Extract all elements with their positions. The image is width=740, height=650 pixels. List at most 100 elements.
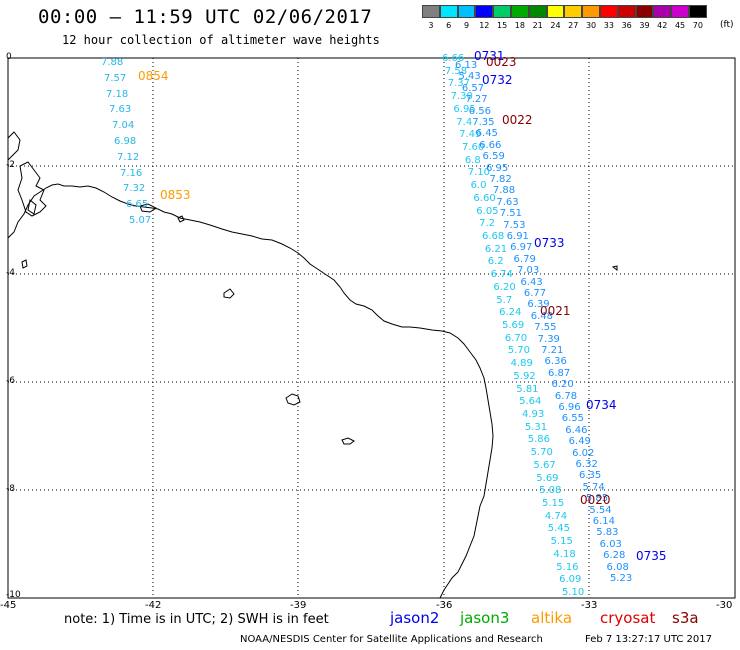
color-swatch (617, 5, 636, 18)
wave-height-value: 5.08 (539, 485, 562, 497)
map-title: 00:00 – 11:59 UTC 02/06/2017 (38, 6, 373, 28)
wave-height-value: 5.64 (519, 396, 542, 408)
island-small (27, 199, 37, 215)
wave-height-value: 6.96 (558, 402, 581, 413)
color-swatch (422, 5, 440, 18)
color-swatch (439, 5, 458, 18)
wave-height-value: 7.27 (465, 94, 488, 106)
legend-jason2: jason2 (390, 609, 440, 627)
color-scale-label: 21 (532, 21, 543, 30)
wave-height-value: 7.21 (541, 345, 564, 356)
wave-height-value: 5.85 (585, 493, 609, 505)
wave-height-value: 7.53 (503, 219, 526, 231)
wave-height-value: 6.08 (606, 561, 629, 573)
wave-height-value: 5.83 (596, 527, 619, 539)
color-scale-cell: 33 (599, 5, 618, 30)
wave-height-value: 6.13 (455, 60, 478, 71)
color-scale-legend: 3 6 9 12 15 18 21 24 27 30 33 36 39 42 45 70 (422, 5, 707, 30)
color-scale-cell: 9 (457, 5, 476, 30)
wave-height-value: 6.49 (568, 436, 591, 448)
color-scale-label: 27 (568, 21, 579, 30)
wave-height-value: 7.58 (444, 65, 468, 77)
wave-height-value: 4.18 (553, 548, 576, 560)
pass-time-label: 0021 (540, 304, 571, 318)
wave-height-value: 6.98 (114, 136, 137, 147)
wave-height-value: 6.66 (479, 139, 502, 151)
wave-height-value: 6.95 (453, 103, 476, 115)
wave-height-value: 6.8 (464, 154, 481, 166)
wave-height-value: 6.14 (592, 516, 616, 527)
color-swatch (528, 5, 547, 18)
x-tick-label: -30 (716, 600, 733, 611)
wave-height-value: 6.91 (506, 231, 529, 242)
color-scale-unit: (ft) (720, 20, 734, 30)
island-coast (7, 131, 21, 161)
color-swatch (457, 5, 476, 18)
wave-height-value: 5.74 (582, 481, 605, 493)
y-tick-label: -6 (6, 376, 15, 386)
color-scale-cell: 45 (671, 5, 689, 30)
color-swatch (510, 5, 529, 18)
lake-outline (341, 437, 355, 445)
color-swatch (582, 5, 600, 18)
color-scale-label: 45 (674, 21, 686, 30)
wave-height-value: 6.20 (551, 379, 574, 391)
generation-timestamp: Feb 7 13:27:17 UTC 2017 (585, 634, 712, 645)
wave-height-value: 5.10 (562, 587, 585, 598)
color-scale-cell: 3 (422, 5, 440, 30)
color-scale-cell: 24 (546, 5, 565, 30)
wave-height-value: 7.51 (499, 208, 523, 220)
color-scale-label: 18 (514, 21, 525, 30)
wave-height-value: 7.10 (467, 167, 490, 179)
wave-height-value: 5.54 (589, 504, 612, 516)
x-tick-label: -33 (581, 600, 598, 611)
pass-time-label: 0022 (502, 113, 533, 127)
wave-height-value: 7.04 (112, 120, 135, 132)
wave-height-value: 7.88 (101, 57, 124, 68)
map-frame (7, 57, 736, 599)
pass-time-label: 0853 (160, 188, 191, 202)
color-scale-label: 3 (428, 21, 434, 30)
color-swatch (671, 5, 689, 18)
color-scale-cell: 30 (582, 5, 600, 30)
wave-height-value: 6.43 (520, 276, 543, 288)
wave-height-value: 6.02 (572, 447, 595, 459)
wave-height-value: 7.88 (492, 185, 516, 197)
wave-height-value: 7.18 (106, 88, 129, 100)
wave-height-value: 7.35 (472, 117, 495, 128)
island-small (611, 265, 618, 271)
wave-height-value: 6.0 (470, 180, 487, 192)
pass-time-label: 0020 (580, 493, 611, 507)
island-marajo (17, 161, 47, 217)
lake-outline (285, 393, 301, 406)
wave-height-value: 7.16 (120, 167, 143, 179)
lake-outline (21, 259, 28, 269)
wave-height-value: 5.07 (129, 215, 152, 226)
x-tick-label: -36 (436, 600, 453, 611)
wave-height-value: 6.39 (527, 299, 550, 311)
color-swatch (653, 5, 672, 18)
color-scale-label: 24 (550, 21, 561, 30)
wave-height-value: 5.7 (496, 294, 513, 306)
wave-height-value: 6.46 (565, 424, 588, 436)
wave-height-value: 6.66 (442, 53, 465, 64)
wave-height-value: 6.28 (603, 550, 626, 562)
credit-text: NOAA/NESDIS Center for Satellite Applica… (240, 634, 543, 645)
legend-cryosat: cryosat (600, 609, 656, 627)
pass-time-label: 0735 (636, 549, 667, 563)
color-scale-cell: 36 (617, 5, 636, 30)
color-swatch (546, 5, 565, 18)
wave-height-value: 6.74 (490, 269, 513, 281)
wave-height-value: 6.45 (475, 128, 498, 140)
color-scale-label: 30 (585, 21, 597, 30)
wave-height-value: 6.79 (513, 253, 536, 265)
wave-height-value: 6.87 (548, 367, 571, 379)
wave-height-value: 6.21 (484, 243, 508, 255)
color-scale-label: 12 (479, 21, 490, 30)
color-scale-cell: 18 (510, 5, 529, 30)
color-scale-cell: 6 (439, 5, 458, 30)
wave-height-value: 5.15 (542, 498, 565, 509)
y-tick-label: -4 (6, 268, 15, 278)
x-tick-label: -45 (0, 600, 17, 611)
wave-height-value: 5.43 (458, 71, 481, 83)
